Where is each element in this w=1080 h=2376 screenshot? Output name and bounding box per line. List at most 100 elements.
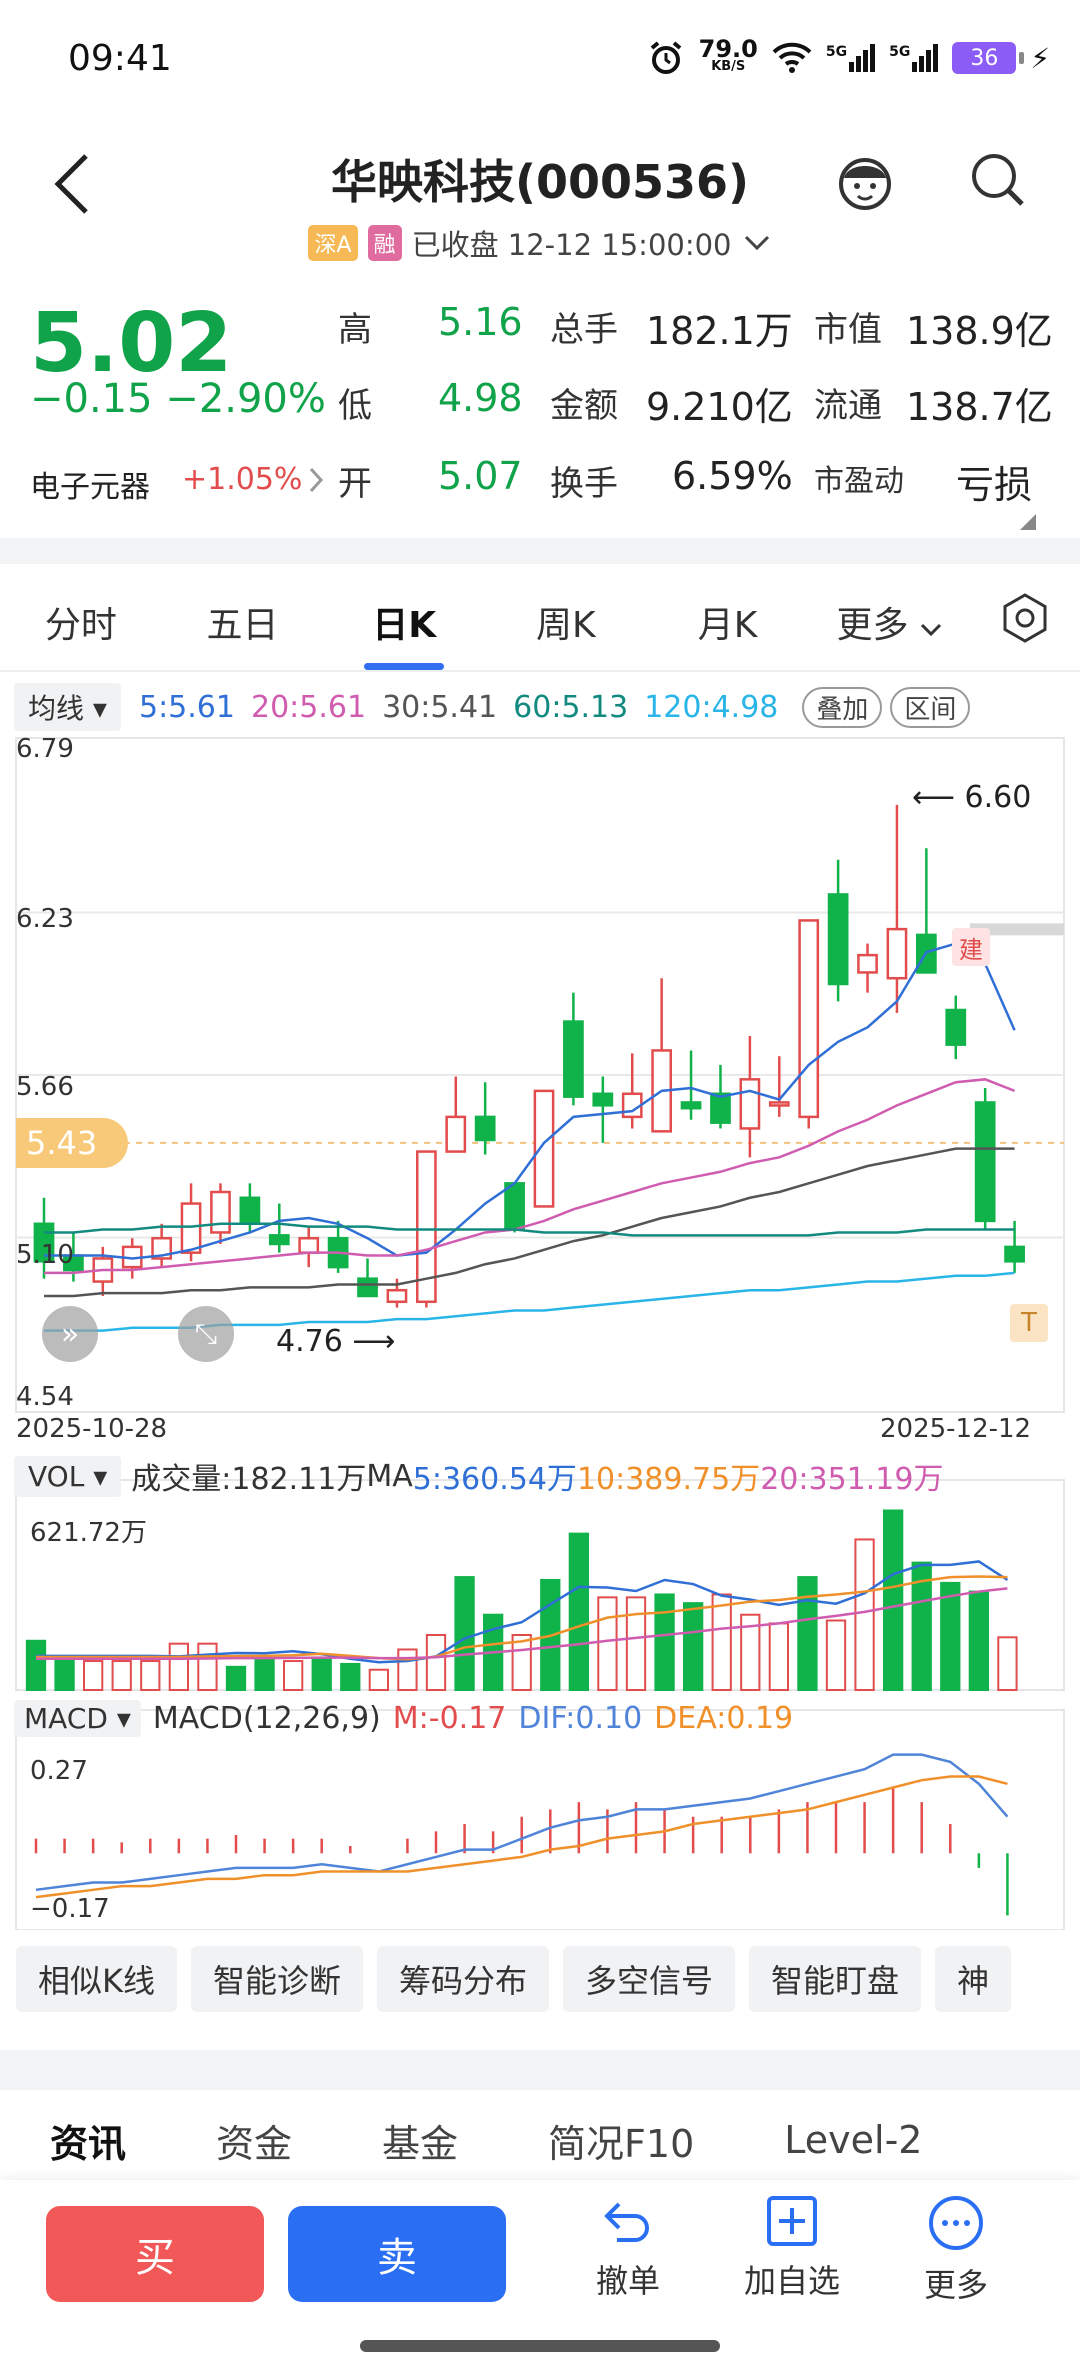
date-end: 2025-12-12: [880, 1414, 1032, 1444]
vol-ma5: 5:360.54万: [412, 1462, 577, 1497]
tab-capital[interactable]: 资金: [216, 2121, 293, 2166]
tab-f10[interactable]: 简况F10: [548, 2121, 695, 2166]
volume-bar: [340, 1662, 361, 1691]
volume-bar: [683, 1602, 704, 1691]
volume-bar: [225, 1665, 247, 1691]
kline-chart[interactable]: [0, 730, 1080, 1930]
page-title: 华映科技(000536): [330, 155, 750, 209]
sell-button[interactable]: 卖: [288, 2206, 506, 2302]
volume-bar: [968, 1590, 990, 1692]
turnover-label: 换手: [550, 464, 618, 504]
volume-bar: [197, 1642, 218, 1691]
more-button[interactable]: 更多: [896, 2194, 1016, 2306]
macd-selector[interactable]: MACD ▾: [14, 1700, 141, 1737]
volume-bar: [368, 1668, 390, 1691]
position-band: [970, 923, 1064, 936]
volume-value: 182.1万: [646, 309, 793, 353]
macd-m: M:-0.17: [392, 1701, 507, 1736]
stock-status-line[interactable]: 深A 融 已收盘 12-12 15:00:00: [0, 222, 1080, 264]
volume-bar: [997, 1636, 1018, 1692]
volume-bar: [654, 1593, 675, 1692]
candle-body: [768, 1101, 790, 1107]
expand-left-button[interactable]: »: [42, 1306, 98, 1362]
chart-period-tabs: 分时 五日 日K 周K 月K 更多: [0, 574, 1080, 670]
macd-panel-frame: [15, 1709, 1065, 1930]
amount-label: 金额: [550, 386, 618, 426]
candle-body: [710, 1092, 731, 1124]
candle-body: [1004, 1245, 1025, 1263]
candle-body: [857, 953, 878, 974]
candle-body: [680, 1101, 702, 1110]
volume-bar: [168, 1642, 189, 1691]
current-price-tag: 5.43: [16, 1118, 128, 1168]
ma-line-ma60: [44, 1222, 1015, 1237]
candle-body: [504, 1182, 525, 1231]
float-label: 流通: [814, 386, 882, 426]
back-icon[interactable]: [52, 152, 92, 216]
ma30-value: 30:5.41: [382, 689, 498, 725]
macd-dea: DEA:0.19: [654, 1701, 794, 1736]
candle-body: [974, 1101, 996, 1223]
volume-bar: [911, 1561, 932, 1691]
tick-label: 5.66: [16, 1072, 74, 1102]
ma20-value: 20:5.61: [250, 689, 367, 725]
tools-row: 相似K线 智能诊断 筹码分布 多空信号 智能盯盘 神: [0, 1946, 1080, 2026]
more-tool-button[interactable]: 神: [935, 1946, 1012, 2012]
volume-bar: [54, 1657, 75, 1692]
add-watchlist-button[interactable]: 加自选: [732, 2194, 852, 2302]
candle-body: [739, 1078, 761, 1130]
assistant-avatar-icon[interactable]: [832, 148, 898, 214]
tab-five-day[interactable]: 五日: [206, 605, 279, 646]
tick-label: 4.54: [16, 1382, 74, 1412]
volume-ma-ma10: [36, 1575, 1008, 1661]
similar-k-button[interactable]: 相似K线: [16, 1946, 177, 2012]
vol-selector[interactable]: VOL ▾: [14, 1455, 122, 1497]
volume-bar: [854, 1538, 875, 1691]
tab-level2[interactable]: Level-2: [784, 2118, 923, 2162]
tab-intraday[interactable]: 分时: [44, 605, 117, 646]
tab-news[interactable]: 资讯: [50, 2121, 127, 2166]
home-indicator: [360, 2340, 720, 2352]
tab-fund[interactable]: 基金: [382, 2121, 459, 2166]
smart-diagnosis-button[interactable]: 智能诊断: [191, 1946, 364, 2012]
news-tabs: 资讯 资金 基金 简况F10 Level-2: [0, 2090, 1080, 2190]
sector-change[interactable]: +1.05%: [182, 462, 324, 497]
sector-name[interactable]: 电子元器: [30, 470, 150, 505]
tick-label: 6.79: [16, 734, 74, 764]
chip-distribution-button[interactable]: 筹码分布: [377, 1946, 550, 2012]
candle-body: [180, 1202, 202, 1254]
open-value: 5.07: [438, 454, 523, 498]
smart-watch-button[interactable]: 智能盯盘: [749, 1946, 922, 2012]
ma-line-ma20: [44, 1078, 1016, 1275]
expand-corner-icon[interactable]: [1020, 514, 1036, 530]
long-short-signal-button[interactable]: 多空信号: [563, 1946, 736, 2012]
ma-selector[interactable]: 均线 ▾: [14, 683, 121, 731]
volume-bar: [768, 1622, 790, 1691]
macd-dea-line: [35, 1775, 1008, 1899]
tab-weekly-k[interactable]: 周K: [536, 605, 596, 646]
search-icon[interactable]: [968, 150, 1028, 210]
tab-monthly-k[interactable]: 月K: [697, 605, 758, 646]
tab-daily-k[interactable]: 日K: [323, 596, 485, 670]
range-button[interactable]: 区间: [890, 686, 971, 728]
vol-ma10: 10:389.75万: [576, 1462, 761, 1497]
macd-bottom-label: −0.17: [30, 1894, 110, 1924]
cancel-order-button[interactable]: 撤单: [568, 2194, 688, 2302]
ma60-value: 60:5.13: [513, 689, 629, 725]
tab-more[interactable]: 更多: [808, 596, 970, 648]
section-divider: [0, 2050, 1080, 2090]
chevron-right-icon: [310, 467, 324, 492]
volume-bar: [311, 1657, 332, 1692]
volume-ma-ma20: [36, 1587, 1008, 1660]
float-value: 138.7亿: [906, 385, 1053, 429]
buy-button[interactable]: 买: [46, 2206, 264, 2302]
tick-label: 6.23: [16, 904, 74, 934]
candle-body: [445, 1115, 467, 1153]
overlay-button[interactable]: 叠加: [802, 686, 883, 728]
high-label: 高: [338, 310, 372, 350]
t-marker: T: [1010, 1304, 1048, 1342]
macd-top-label: 0.27: [30, 1756, 88, 1786]
candle-body: [210, 1190, 231, 1234]
chart-settings-button[interactable]: [970, 592, 1080, 653]
fullscreen-button[interactable]: ⤡: [178, 1306, 234, 1362]
